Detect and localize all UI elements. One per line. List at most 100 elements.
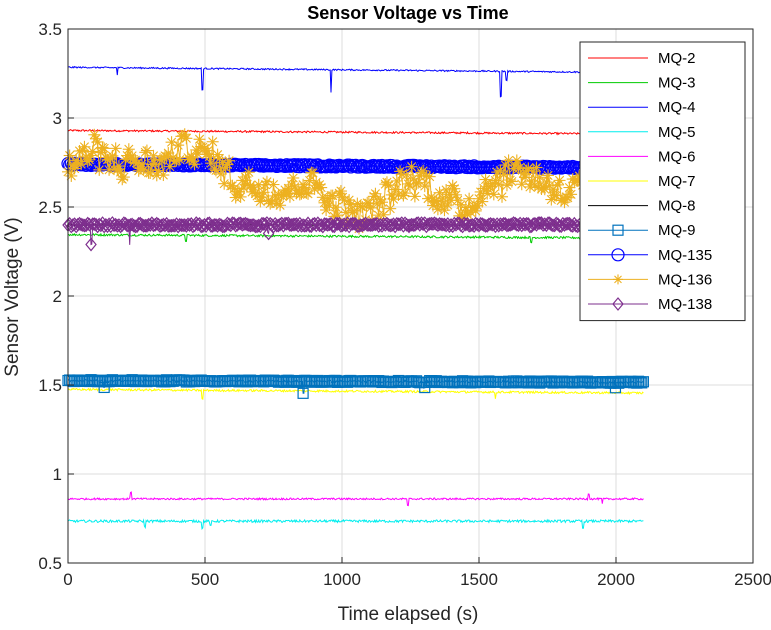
y-tick-label: 1.5 [38,376,62,395]
legend-entry: MQ-5 [588,124,696,141]
data-point [476,195,489,208]
data-point [76,144,89,157]
data-point [326,219,339,234]
data-point [636,377,648,389]
data-point [295,218,308,233]
series-line [68,232,644,244]
data-point [242,166,255,179]
data-point [408,190,421,203]
data-point [613,274,623,285]
data-point [399,187,412,200]
y-tick-label: 2.5 [38,198,62,217]
data-point [637,376,650,388]
x-tick-label: 2000 [597,570,635,589]
data-point [223,154,236,167]
legend: MQ-2 MQ-3 MQ-4 MQ-5 MQ-6 MQ-7 MQ-8 MQ-9 MQ-135 MQ… [579,41,746,322]
series-line [67,491,644,507]
data-point [502,218,515,232]
data-point [98,142,111,155]
data-point [487,188,500,201]
series-line [67,133,644,229]
data-point [320,217,332,232]
data-point [405,217,418,232]
data-point [505,175,518,188]
legend-entry: MQ-138 [588,296,712,313]
data-point [86,145,99,158]
data-point [302,187,315,200]
data-point [243,218,255,232]
data-point [533,171,546,184]
data-point [174,217,186,232]
data-point [565,188,578,201]
data-point [257,186,270,199]
x-tick-label: 1500 [460,570,498,589]
data-point [335,218,347,233]
data-point [362,197,375,210]
legend-entry: MQ-9 [588,222,696,239]
x-axis-ticks: 0 500 1000 1500 2000 2500 [63,557,771,589]
data-point [195,219,207,234]
data-point [287,171,300,184]
data-point [471,199,484,212]
data-point [283,190,296,203]
legend-label: MQ-8 [658,198,696,215]
data-point [364,218,377,233]
data-point [234,190,247,203]
data-point [68,162,81,175]
data-point [274,199,287,212]
data-point [78,140,91,153]
data-point [553,174,566,187]
legend-entry: MQ-2 [588,50,696,67]
data-point [542,169,555,182]
data-point [67,218,79,232]
data-point [376,196,389,209]
data-point [154,219,166,233]
data-point [437,217,449,232]
legend-entry: MQ-3 [588,75,696,92]
legend-entry: MQ-4 [588,99,696,116]
data-point [405,160,418,173]
data-point [612,224,624,236]
data-point [178,218,191,233]
data-point [390,174,403,187]
data-point [496,190,509,203]
data-point [297,387,309,399]
data-point [519,171,532,184]
data-point [315,181,328,194]
data-point [108,218,120,233]
data-point [492,178,505,191]
data-point [364,201,377,214]
data-point [483,217,495,232]
data-point [172,139,185,152]
data-point [267,178,280,191]
chart-title: Sensor Voltage vs Time [307,3,508,23]
data-point [374,217,387,232]
legend-entry: MQ-6 [588,148,696,165]
legend-label: MQ-4 [658,99,696,116]
data-point [210,218,222,233]
data-point [122,143,135,156]
data-point [494,217,507,232]
x-tick-label: 2500 [734,570,771,589]
data-point [478,218,490,232]
data-point [221,158,234,171]
legend-label: MQ-7 [658,173,696,190]
data-point [464,218,477,233]
y-axis-label: Sensor Voltage (V) [2,217,23,376]
data-point [422,217,434,232]
data-point [306,166,319,179]
legend-label: MQ-135 [658,247,712,264]
data-point [382,179,395,192]
data-point [326,189,339,202]
data-point [497,168,510,181]
data-point [524,219,536,234]
data-point [188,158,201,171]
y-tick-label: 3 [53,109,62,128]
x-tick-label: 500 [191,570,219,589]
series-line [67,128,644,136]
legend-label: MQ-9 [658,222,696,239]
y-tick-label: 1 [53,465,62,484]
y-tick-label: 0.5 [38,554,62,573]
data-point [454,198,467,211]
